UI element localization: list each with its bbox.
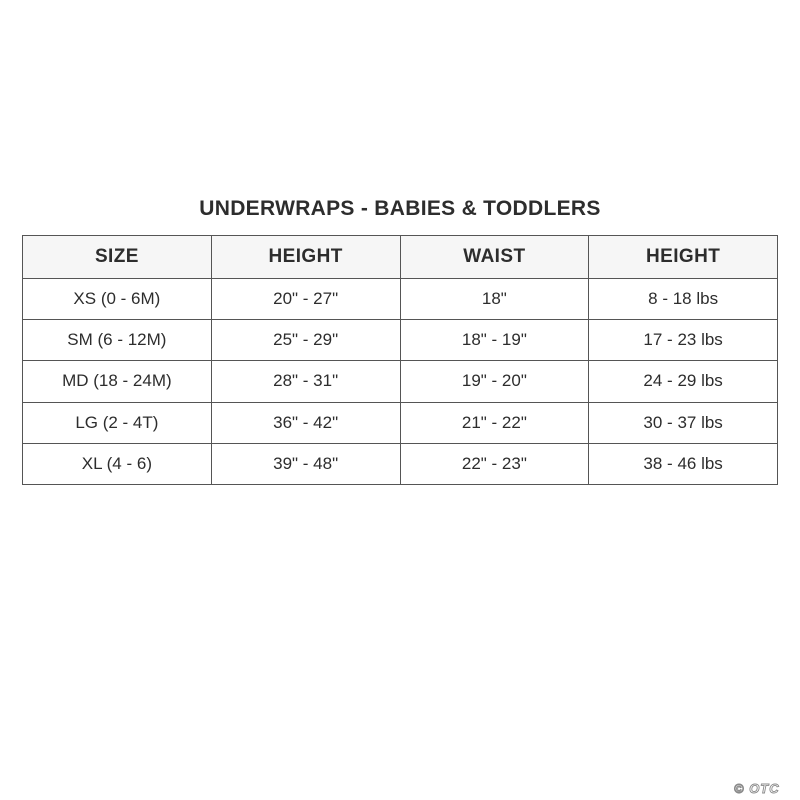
table-cell: MD (18 - 24M): [22, 360, 212, 403]
chart-title: UNDERWRAPS - BABIES & TODDLERS: [199, 197, 601, 220]
table-cell: 22" - 23": [399, 442, 590, 486]
table-row: XL (4 - 6) 39" - 48" 22" - 23" 38 - 46 lbs: [22, 442, 778, 486]
watermark-otc-logo: © OTC: [734, 781, 780, 797]
table-row: MD (18 - 24M) 28" - 31" 19" - 20" 24 - 29 l…: [22, 360, 778, 403]
table-row: LG (2 - 4T) 36" - 42" 21" - 22" 30 - 37 lbs: [22, 401, 778, 444]
table-body: XS (0 - 6M) 20" - 27" 18" 8 - 18 lbs SM (6 -…: [22, 277, 778, 486]
column-header: WAIST: [399, 235, 590, 279]
table-row: XS (0 - 6M) 20" - 27" 18" 8 - 18 lbs: [22, 277, 778, 321]
column-header: HEIGHT: [210, 235, 401, 279]
column-header: SIZE: [22, 235, 212, 279]
table-cell: 18": [399, 277, 590, 321]
table-cell: LG (2 - 4T): [22, 401, 212, 444]
table-cell: XL (4 - 6): [22, 442, 212, 486]
table-cell: 36" - 42": [210, 401, 401, 444]
table-cell: 18" - 19": [399, 319, 590, 362]
table-row: SM (6 - 12M) 25" - 29" 18" - 19" 17 - 23 lb…: [22, 319, 778, 362]
table-cell: 25" - 29": [210, 319, 401, 362]
table-cell: 24 - 29 lbs: [588, 360, 778, 403]
table-cell: 17 - 23 lbs: [588, 319, 778, 362]
table-cell: 38 - 46 lbs: [588, 442, 778, 486]
watermark: © OTC: [733, 778, 795, 798]
table-cell: 30 - 37 lbs: [588, 401, 778, 444]
table-cell: SM (6 - 12M): [22, 319, 212, 362]
table-header: SIZE HEIGHT WAIST HEIGHT: [22, 235, 778, 279]
table-cell: XS (0 - 6M): [22, 277, 212, 321]
size-chart-table: SIZE HEIGHT WAIST HEIGHT XS (0 - 6M) 20" - 2…: [22, 235, 778, 486]
table-cell: 39" - 48": [210, 442, 401, 486]
table-cell: 21" - 22": [399, 401, 590, 444]
table-cell: 28" - 31": [210, 360, 401, 403]
column-header: HEIGHT: [588, 235, 778, 279]
table-cell: 20" - 27": [210, 277, 401, 321]
watermark-text: © OTC: [734, 781, 780, 796]
header-row: SIZE HEIGHT WAIST HEIGHT: [22, 235, 778, 279]
table-cell: 8 - 18 lbs: [588, 277, 778, 321]
table-cell: 19" - 20": [399, 360, 590, 403]
